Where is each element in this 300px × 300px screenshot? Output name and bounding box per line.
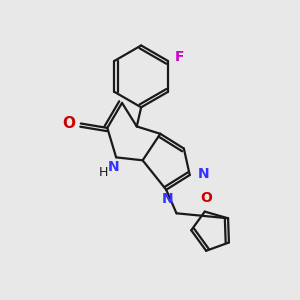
Text: N: N — [198, 167, 210, 181]
Text: O: O — [200, 191, 212, 205]
Text: O: O — [62, 116, 76, 131]
Text: H: H — [99, 166, 109, 179]
Text: N: N — [108, 160, 120, 174]
Text: N: N — [162, 192, 173, 206]
Text: F: F — [174, 50, 184, 64]
